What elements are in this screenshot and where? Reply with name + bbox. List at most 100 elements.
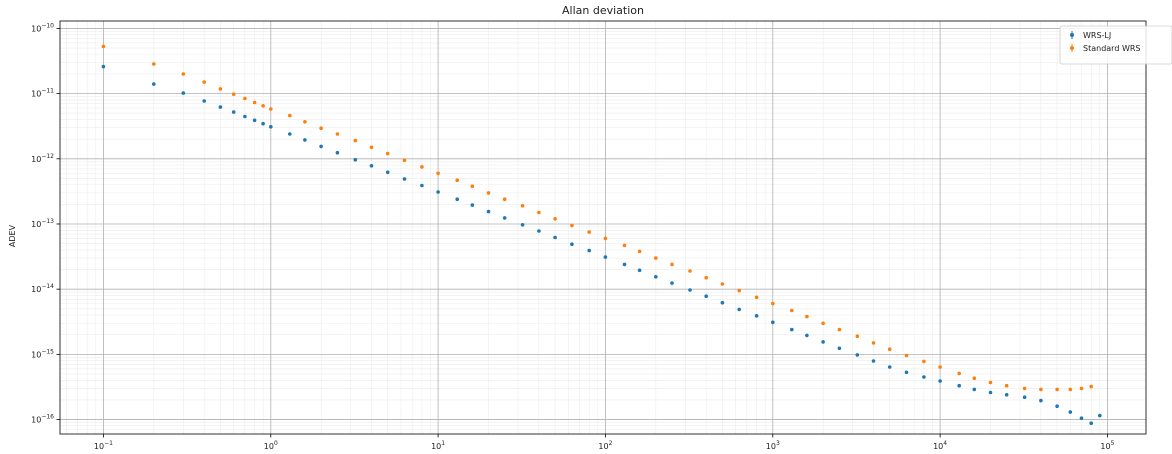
data-point [603, 255, 608, 259]
data-point [720, 282, 725, 286]
data-point [587, 248, 591, 253]
data-point [470, 184, 475, 188]
data-point [1022, 386, 1027, 391]
data-point [1068, 387, 1073, 392]
data-point [335, 132, 340, 136]
data-point [353, 157, 358, 162]
data-point [855, 334, 860, 339]
data-point [402, 158, 407, 162]
data-point [637, 249, 642, 254]
y-axis-label: ADEV [8, 224, 17, 247]
data-point [904, 353, 909, 358]
y-tick-label: 10−13 [31, 218, 54, 229]
data-point [622, 243, 627, 248]
data-point [887, 347, 892, 352]
data-point [805, 333, 809, 338]
legend-label-standard-wrs: Standard WRS [1083, 44, 1140, 53]
data-point [218, 105, 223, 109]
y-tick-label: 10−10 [31, 22, 54, 33]
minor-grid [60, 21, 1146, 434]
legend-box [1059, 25, 1172, 65]
data-point [288, 113, 292, 118]
data-point [754, 295, 759, 300]
data-point [319, 144, 323, 149]
data-point [771, 320, 775, 325]
x-tick-label: 102 [598, 440, 612, 451]
data-point [988, 390, 993, 395]
data-point [502, 197, 507, 201]
data-point [353, 138, 358, 143]
data-point [537, 229, 541, 233]
data-point [385, 170, 390, 175]
data-point [670, 281, 674, 285]
data-point [1089, 384, 1093, 389]
data-point [887, 365, 892, 369]
data-point [369, 164, 374, 168]
data-point [303, 120, 307, 124]
legend-point [1070, 46, 1074, 50]
data-point [1068, 410, 1073, 414]
data-point [654, 275, 658, 279]
data-point [737, 288, 741, 293]
data-point [972, 387, 977, 392]
data-point [436, 190, 440, 194]
data-point [335, 150, 340, 155]
data-point [737, 307, 741, 312]
data-point [1039, 398, 1043, 403]
data-point [720, 300, 725, 305]
major-grid [60, 21, 1146, 434]
data-point [790, 327, 794, 332]
y-tick-label: 10−15 [31, 348, 54, 359]
data-point [570, 242, 574, 246]
data-point [261, 104, 265, 108]
data-point [231, 92, 236, 96]
data-point [202, 99, 206, 103]
data-point [704, 294, 708, 299]
data-point [303, 138, 307, 142]
data-point [436, 171, 440, 176]
legend-point [1070, 33, 1074, 37]
data-point [1079, 386, 1084, 391]
data-point [486, 191, 491, 195]
data-point [269, 107, 273, 111]
data-point [1079, 416, 1084, 421]
data-point [252, 118, 257, 123]
legend-label-wrs-lj: WRS-LJ [1083, 31, 1111, 40]
x-tick-label: 101 [431, 440, 445, 451]
data-point [218, 87, 223, 91]
data-point [922, 359, 926, 364]
data-point [369, 145, 374, 150]
data-point [520, 204, 525, 208]
data-point [704, 275, 708, 280]
x-axis-ticks: 10−1 100 101 102 103 104 105 [94, 434, 1115, 451]
data-point [587, 230, 591, 234]
data-point [470, 203, 475, 207]
x-tick-label: 103 [766, 440, 780, 451]
data-point [1089, 421, 1093, 426]
chart-title: Allan deviation [562, 4, 644, 17]
data-point [319, 126, 323, 130]
data-point [420, 183, 424, 188]
data-point [938, 379, 942, 383]
data-point [1055, 387, 1059, 392]
data-point [520, 223, 525, 227]
data-point [988, 380, 993, 385]
data-point [570, 223, 574, 228]
data-point [1004, 393, 1009, 397]
data-point [455, 197, 460, 201]
data-point [837, 327, 842, 332]
data-point [252, 100, 257, 105]
y-tick-label: 10−11 [31, 88, 54, 99]
plot-frame [59, 20, 1147, 435]
data-series [101, 44, 1102, 426]
data-point [502, 216, 507, 220]
data-point [957, 383, 961, 388]
legend-marker-standard-wrs [1070, 44, 1074, 52]
data-point [871, 341, 876, 345]
series-wrs-lj [101, 64, 1102, 426]
data-point [837, 346, 842, 351]
data-point [1098, 413, 1102, 418]
data-point [101, 44, 106, 49]
y-tick-label: 10−14 [31, 283, 54, 294]
